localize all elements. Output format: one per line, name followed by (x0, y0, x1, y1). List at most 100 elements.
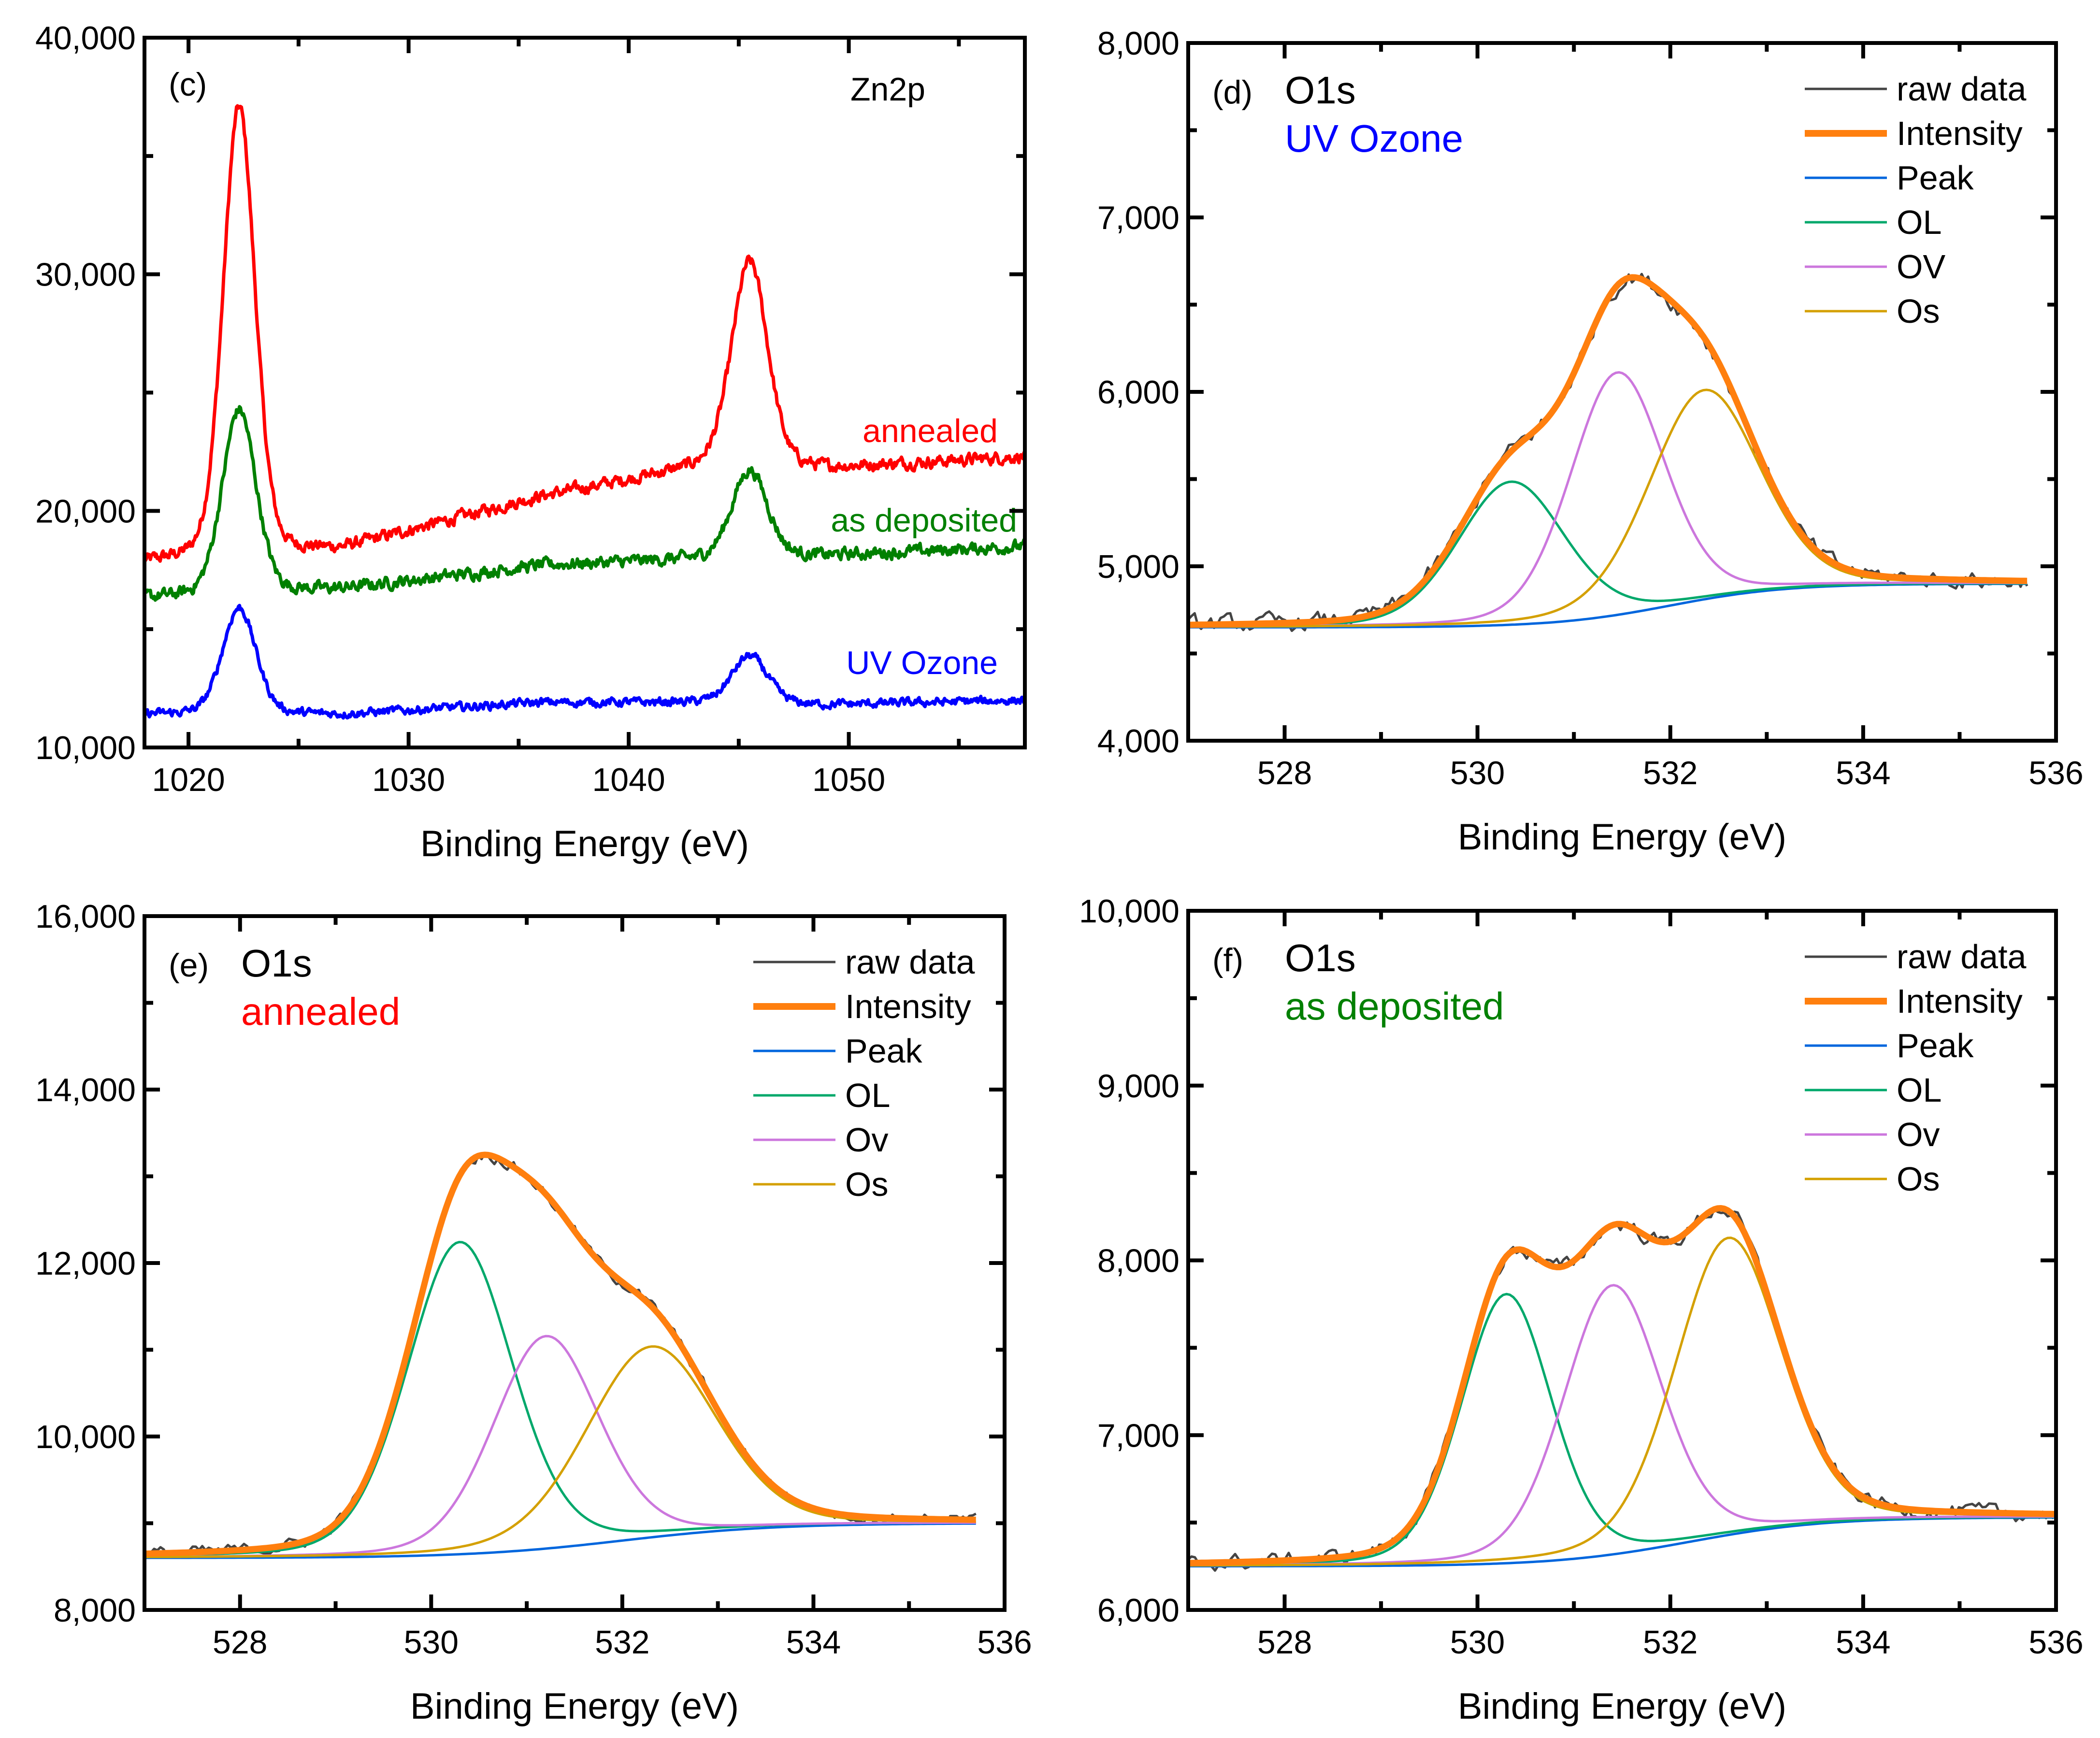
y-tick-label: 10,000 (1079, 893, 1179, 930)
x-tick-label: 1040 (592, 761, 665, 798)
legend-label: Ov (1897, 1116, 1940, 1153)
legend-label: raw data (1897, 70, 2027, 108)
legend-label: Peak (845, 1032, 923, 1070)
component-line-ol (1188, 1293, 2056, 1566)
x-tick-label: 528 (213, 1624, 267, 1661)
x-tick-label: 530 (1450, 1624, 1505, 1661)
x-tick-label: 534 (1836, 755, 1890, 791)
y-tick-label: 4,000 (1097, 723, 1179, 760)
legend-label: OL (1897, 203, 1942, 241)
legend: raw data Intensity Peak OL Ov Os (1805, 938, 2027, 1198)
plot-area (1188, 273, 2028, 632)
legend-label: raw data (845, 943, 975, 981)
panel-label: (c) (169, 66, 207, 103)
series-label: as deposited (831, 502, 1017, 539)
component-line-ov (144, 1335, 976, 1558)
x-axis-title: Binding Energy (eV) (410, 1686, 739, 1727)
plot-area (1188, 1205, 2056, 1572)
peak-background-line (144, 1522, 976, 1559)
y-tick-label: 9,000 (1097, 1068, 1179, 1105)
x-tick-label: 1020 (152, 761, 225, 798)
y-tick-label: 40,000 (35, 20, 136, 57)
plot-area (144, 1151, 977, 1559)
panel-e: (e) O1s annealed raw data Intensity Peak OL Ov O… (35, 898, 1032, 1727)
y-tick-label: 8,000 (1097, 25, 1179, 62)
panel-d: (d) O1s UV Ozone raw data Intensity Peak OL OV O… (1097, 25, 2084, 858)
panel-f: (f) O1s as deposited raw data Intensity Peak O… (1079, 893, 2084, 1727)
y-tick-label: 30,000 (35, 257, 136, 293)
y-tick-label: 6,000 (1097, 1592, 1179, 1629)
panel-label: (d) (1212, 74, 1252, 111)
component-line-os (144, 1345, 976, 1558)
x-tick-label: 532 (1643, 755, 1697, 791)
y-tick-label: 12,000 (35, 1245, 136, 1282)
panel-subtitle: annealed (241, 990, 400, 1033)
x-axis-title: Binding Energy (eV) (1458, 817, 1786, 858)
x-tick-label: 530 (1450, 755, 1505, 791)
x-tick-label: 532 (1643, 1624, 1697, 1661)
panel-label: (f) (1212, 942, 1243, 978)
y-tick-label: 10,000 (35, 730, 136, 766)
panel-subtitle: UV Ozone (1285, 117, 1463, 160)
x-tick-label: 534 (1836, 1624, 1890, 1661)
y-tick-label: 20,000 (35, 493, 136, 530)
legend-label: Peak (1897, 159, 1974, 197)
x-axis-title: Binding Energy (eV) (1458, 1686, 1786, 1727)
x-tick-label: 536 (977, 1624, 1032, 1661)
x-tick-label: 528 (1257, 1624, 1312, 1661)
x-tick-label: 536 (2028, 755, 2083, 791)
x-tick-label: 1030 (372, 761, 445, 798)
legend-label: Intensity (1897, 982, 2023, 1020)
component-line-ov (1188, 371, 2028, 628)
component-line-ov (1188, 1284, 2056, 1566)
legend-label: OL (845, 1077, 890, 1114)
y-tick-label: 8,000 (1097, 1243, 1179, 1279)
legend-label: Ov (845, 1121, 888, 1159)
component-line-ol (144, 1241, 976, 1557)
y-tick-label: 7,000 (1097, 1417, 1179, 1454)
y-tick-label: 14,000 (35, 1072, 136, 1108)
series-line-as-deposited (144, 405, 1025, 602)
panel-title: O1s (1285, 69, 1356, 112)
legend-label: OL (1897, 1071, 1942, 1109)
panel-title: Zn2p (850, 71, 925, 108)
y-tick-label: 7,000 (1097, 200, 1179, 236)
legend: raw data Intensity Peak OL OV Os (1805, 70, 2027, 330)
intensity-fit-line (1188, 274, 2028, 628)
panel-title: O1s (241, 942, 312, 985)
y-tick-label: 10,000 (35, 1419, 136, 1455)
y-tick-label: 5,000 (1097, 548, 1179, 585)
y-tick-label: 16,000 (35, 898, 136, 935)
x-tick-label: 530 (404, 1624, 459, 1661)
intensity-fit-line (144, 1151, 976, 1557)
x-tick-label: 534 (786, 1624, 841, 1661)
panel-title: O1s (1285, 936, 1356, 979)
y-tick-label: 8,000 (54, 1592, 136, 1629)
component-line-os (1188, 388, 2028, 628)
legend-label: Os (1897, 1160, 1940, 1198)
legend: raw data Intensity Peak OL Ov Os (753, 943, 975, 1203)
x-tick-label: 1050 (812, 761, 885, 798)
plot-frame (143, 36, 1027, 749)
x-tick-label: 536 (2028, 1624, 2083, 1661)
panel-subtitle: as deposited (1285, 985, 1504, 1028)
intensity-fit-line (1188, 1205, 2056, 1566)
panel-label: (e) (169, 947, 209, 984)
panel-c: annealed as deposited UV Ozone (c) Zn2p 1020 1… (35, 20, 1027, 864)
x-tick-label: 532 (595, 1624, 649, 1661)
series-label: UV Ozone (846, 645, 998, 681)
series-line-uv-ozone (144, 603, 1025, 720)
legend-label: Intensity (1897, 115, 2023, 152)
legend-label: Os (1897, 292, 1940, 330)
legend-label: Intensity (845, 988, 971, 1025)
x-axis-title: Binding Energy (eV) (420, 823, 749, 864)
component-line-ol (1188, 480, 2028, 628)
series-label: annealed (863, 413, 998, 449)
legend-label: Peak (1897, 1027, 1974, 1064)
legend-label: OV (1897, 248, 1945, 286)
plot-area (144, 104, 1025, 720)
series-line-annealed (144, 104, 1025, 563)
legend-label: raw data (1897, 938, 2027, 976)
y-tick-label: 6,000 (1097, 374, 1179, 411)
